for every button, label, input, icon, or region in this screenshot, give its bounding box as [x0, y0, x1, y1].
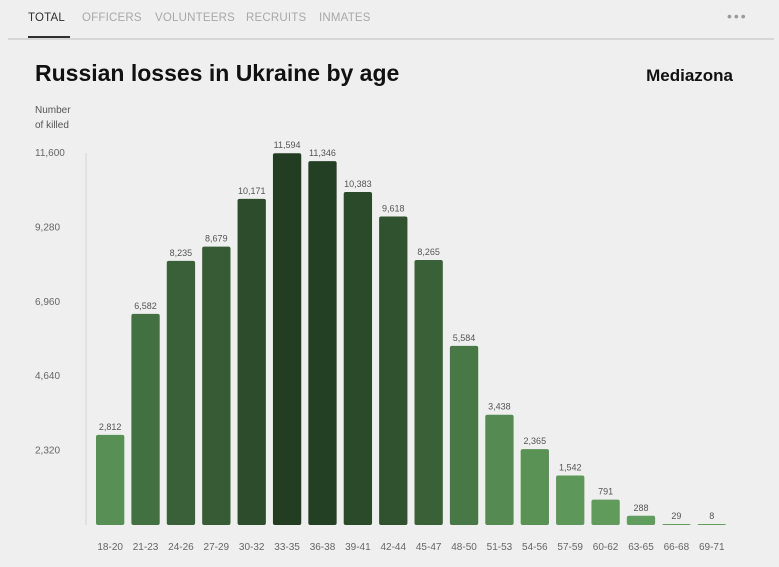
x-tick-label: 54-56	[522, 542, 548, 553]
x-tick-label: 36-38	[310, 542, 336, 553]
x-tick-label: 21-23	[133, 542, 159, 553]
x-tick-label: 57-59	[557, 542, 583, 553]
tab-officers[interactable]: OFFICERS	[82, 12, 142, 24]
x-tick-label: 27-29	[204, 542, 230, 553]
x-tick-label: 42-44	[380, 542, 406, 553]
bar-value-label: 10,171	[238, 186, 266, 196]
bar	[379, 216, 408, 526]
y-tick-label: 6,960	[35, 297, 60, 308]
tab-inmates[interactable]: INMATES	[319, 12, 371, 24]
bar	[697, 524, 726, 525]
tab-bar: TOTAL OFFICERS VOLUNTEERS RECRUITS INMAT…	[8, 0, 774, 40]
bar	[166, 260, 196, 525]
active-tab-indicator	[28, 36, 70, 38]
bar	[485, 414, 514, 525]
bar	[520, 449, 549, 525]
chart-title: Russian losses in Ukraine by age	[35, 60, 400, 86]
y-tick-label: 2,320	[35, 446, 60, 457]
x-tick-label: 33-35	[274, 542, 300, 553]
bar-value-label: 6,582	[134, 301, 157, 311]
x-tick-label: 24-26	[168, 542, 194, 553]
x-tick-label: 60-62	[593, 542, 619, 553]
y-tick-label: 9,280	[35, 222, 60, 233]
x-tick-label: 45-47	[416, 542, 442, 553]
x-tick-label: 51-53	[487, 542, 513, 553]
tab-volunteers[interactable]: VOLUNTEERS	[155, 12, 235, 24]
bar-value-label: 2,812	[99, 422, 122, 432]
x-tick-label: 48-50	[451, 542, 477, 553]
bar	[237, 198, 266, 526]
bar	[272, 153, 302, 525]
bar	[308, 161, 337, 526]
x-tick-label: 66-68	[664, 542, 690, 553]
tab-recruits[interactable]: RECRUITS	[246, 12, 307, 24]
y-axis-label: Number of killed	[35, 105, 71, 131]
y-tick-label: 4,640	[35, 371, 60, 382]
bar	[131, 313, 160, 525]
bar	[414, 259, 443, 525]
bar-value-label: 8,235	[170, 248, 193, 258]
bar	[343, 192, 373, 525]
bar-value-label: 11,594	[274, 140, 301, 150]
bar-value-label: 2,365	[524, 436, 547, 446]
y-tick-label: 11,600	[35, 148, 65, 159]
more-horizontal-icon[interactable]: •••	[727, 8, 748, 24]
bar-value-label: 3,438	[488, 402, 511, 412]
bar-value-label: 791	[598, 487, 613, 497]
bar-value-label: 11,346	[309, 148, 336, 158]
bar-value-label: 5,584	[453, 333, 476, 343]
bar	[202, 246, 231, 525]
x-tick-label: 30-32	[239, 542, 265, 553]
bar-value-label: 9,618	[382, 204, 405, 214]
bar	[449, 345, 479, 525]
bar	[662, 524, 691, 525]
brand-logo: Mediazona	[646, 66, 733, 85]
bar-value-label: 288	[633, 503, 648, 513]
bar	[556, 475, 585, 525]
x-tick-label: 39-41	[345, 542, 371, 553]
x-tick-label: 18-20	[97, 542, 123, 553]
x-tick-label: 63-65	[628, 542, 654, 553]
bar-value-label: 29	[671, 511, 681, 521]
x-tick-label: 69-71	[699, 542, 725, 553]
bar-value-label: 8	[709, 511, 714, 521]
bar-value-label: 10,383	[344, 179, 372, 189]
bar-value-label: 8,265	[417, 247, 440, 257]
bar-value-label: 1,542	[559, 463, 582, 473]
tab-total[interactable]: TOTAL	[28, 12, 65, 24]
bar-value-label: 8,679	[205, 234, 228, 244]
bar	[591, 499, 620, 525]
bar	[96, 434, 125, 525]
bar	[626, 515, 656, 525]
